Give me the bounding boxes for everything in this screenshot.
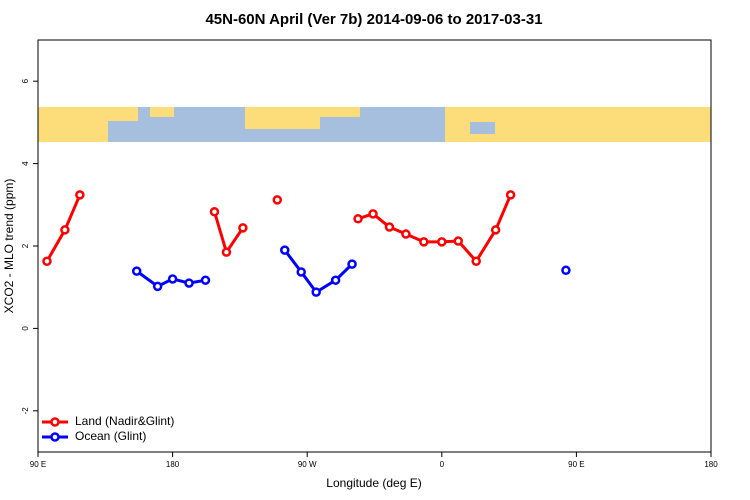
data-point [330, 275, 341, 285]
data-point [238, 223, 248, 233]
legend-marker [50, 417, 60, 427]
data-point [152, 281, 163, 292]
data-point [347, 259, 357, 269]
legend-label: Ocean (Glint) [75, 429, 146, 443]
data-point [437, 237, 447, 247]
data-point [209, 207, 220, 217]
chart-title: 45N-60N April (Ver 7b) 2014-09-06 to 201… [205, 11, 542, 28]
x-tick-label: 180 [704, 460, 718, 469]
map-background [38, 107, 711, 142]
data-point [200, 275, 211, 285]
y-tick-label: 0 [21, 326, 30, 331]
x-tick-label: 90 E [30, 460, 46, 469]
data-point [453, 236, 464, 246]
data-point [561, 265, 571, 276]
data-point [42, 256, 52, 266]
data-point [419, 237, 429, 247]
x-tick-label: 90 W [298, 460, 317, 469]
data-point [490, 225, 501, 235]
series-line [137, 250, 566, 292]
y-tick-label: 2 [21, 243, 30, 248]
data-point [75, 190, 85, 200]
x-tick-label: 180 [166, 460, 180, 469]
data-point [368, 209, 378, 219]
data-point [280, 245, 290, 255]
y-tick-label: -2 [21, 407, 30, 415]
data-point [384, 222, 395, 232]
x-tick-label: 0 [440, 460, 445, 469]
data-point [471, 256, 481, 266]
data-point [184, 278, 194, 288]
data-point [505, 190, 516, 200]
y-tick-label: 4 [21, 161, 30, 166]
data-point [401, 229, 411, 239]
series-line [45, 194, 512, 264]
data-point [221, 247, 232, 257]
data-point [272, 195, 283, 205]
data-point [131, 266, 142, 276]
legend-marker [50, 432, 60, 442]
plot-frame [37, 39, 712, 453]
data-point [353, 214, 363, 224]
legend-label: Land (Nadir&Glint) [75, 414, 174, 428]
y-tick-label: 6 [21, 78, 30, 83]
data-point [311, 287, 321, 297]
data-point [60, 225, 70, 235]
x-axis-label: Longitude (deg E) [326, 476, 421, 490]
y-axis-label: XCO2 - MLO trend (ppm) [2, 179, 16, 314]
x-tick-label: 90 E [568, 460, 584, 469]
data-point [167, 274, 178, 284]
data-point [296, 267, 306, 277]
